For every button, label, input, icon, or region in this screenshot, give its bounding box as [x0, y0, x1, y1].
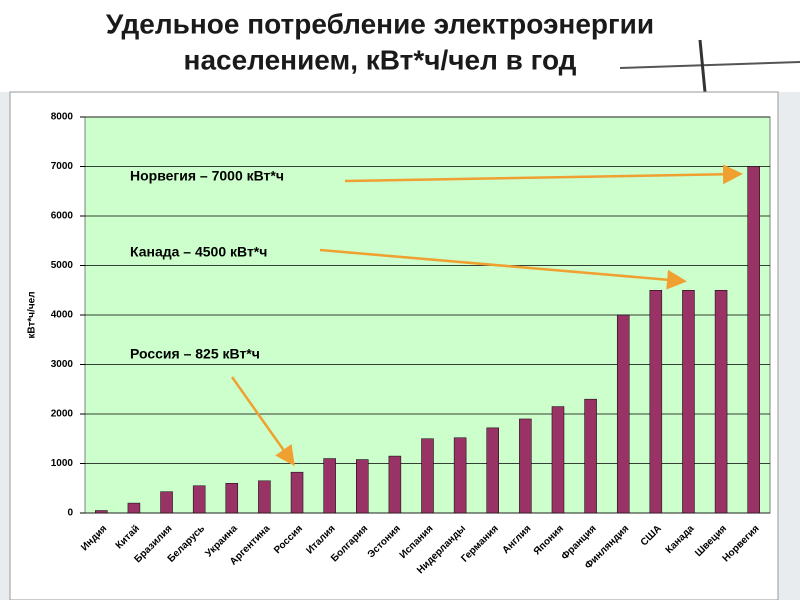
bar [160, 491, 173, 514]
y-tick-label: 8000 [51, 112, 74, 123]
bar [258, 480, 271, 514]
bar [453, 437, 467, 514]
bar [95, 510, 108, 514]
bar [290, 471, 304, 514]
annotation: Норвегия – 7000 кВт*ч [130, 168, 284, 184]
bar [616, 314, 630, 514]
decor-pole [698, 39, 707, 93]
bar [421, 438, 434, 514]
title-line: Удельное потребление электроэнергии [106, 8, 654, 39]
bar [323, 458, 336, 514]
arrow [319, 248, 687, 290]
bar [225, 483, 239, 514]
bar [519, 418, 532, 514]
y-tick-label: 0 [67, 508, 73, 519]
bar [356, 459, 369, 514]
y-tick-label: 1000 [51, 458, 74, 469]
y-tick-label: 5000 [51, 260, 74, 271]
annotation: Россия – 825 кВт*ч [130, 346, 260, 362]
arrow [344, 164, 743, 185]
arrow [230, 376, 295, 467]
bar [192, 485, 206, 514]
bar [747, 166, 760, 514]
bar [388, 455, 402, 514]
y-tick-label: 2000 [51, 409, 74, 420]
header-background [0, 0, 800, 92]
title-line: населением, кВт*ч/чел в год [184, 44, 577, 75]
decor-wire [619, 61, 800, 69]
annotation: Канада – 4500 кВт*ч [130, 244, 267, 260]
bar [584, 398, 597, 514]
y-tick-label: 7000 [51, 161, 74, 172]
bar [127, 502, 141, 514]
y-tick-label: 3000 [51, 359, 74, 370]
bar [551, 406, 565, 514]
bar [486, 427, 499, 514]
bar [714, 290, 728, 514]
bar [682, 290, 695, 514]
y-tick-label: 4000 [51, 310, 74, 321]
y-axis-label: кВт*ч/чел [27, 291, 38, 338]
bar [649, 290, 663, 514]
y-tick-label: 6000 [51, 211, 74, 222]
